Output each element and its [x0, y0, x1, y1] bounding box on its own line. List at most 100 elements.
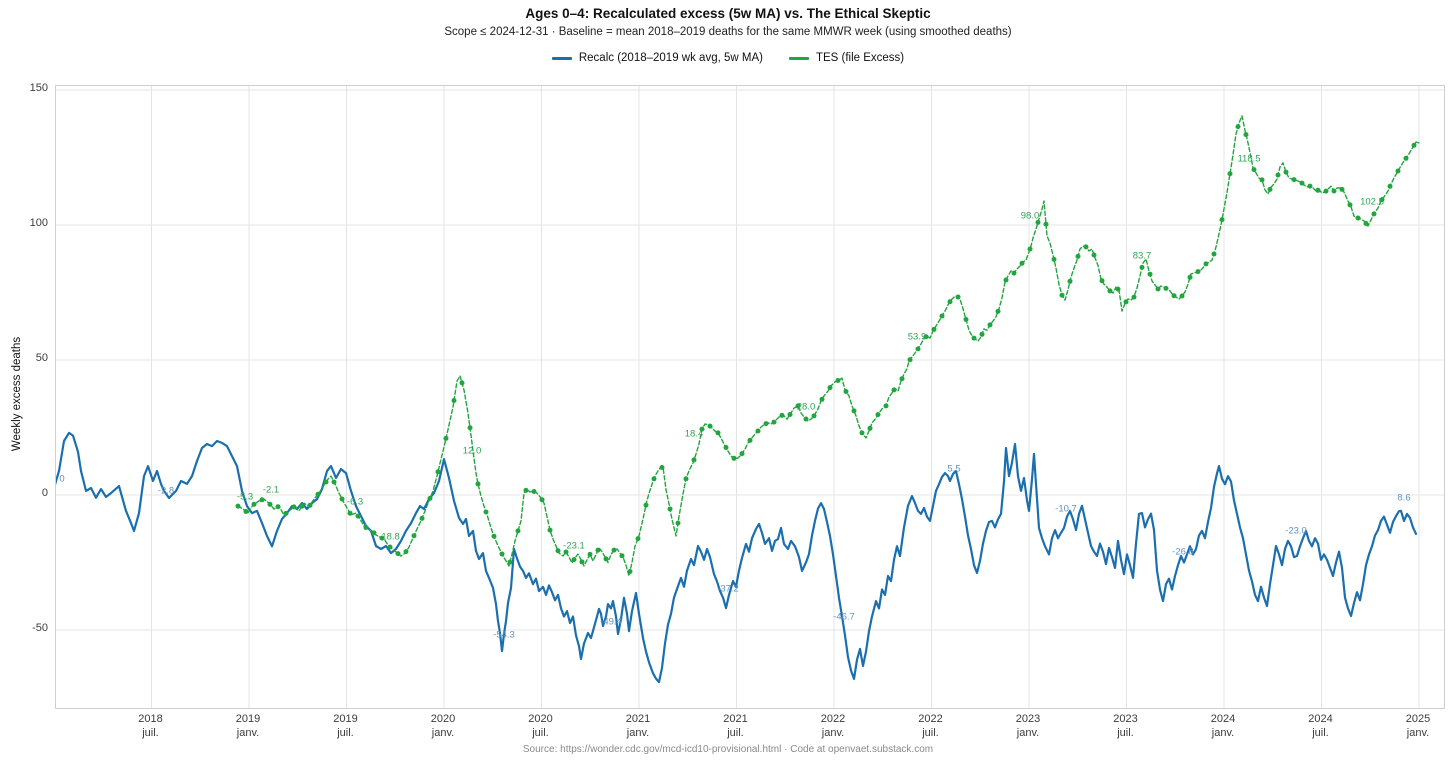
tes-marker: [603, 556, 609, 562]
x-tick-label: 2025 janv.: [1382, 712, 1454, 740]
tes-annotation: -18.8: [378, 532, 400, 543]
tes-marker: [1235, 124, 1241, 130]
x-tick-month: janv.: [1016, 727, 1040, 739]
tes-marker: [635, 536, 641, 542]
tes-marker: [475, 481, 481, 487]
x-tick-label: 2022 janv.: [797, 712, 869, 740]
tes-marker: [851, 408, 857, 414]
tes-marker: [1355, 215, 1361, 221]
x-tick-label: 2019 janv.: [212, 712, 284, 740]
x-tick-label: 2020 janv.: [407, 712, 479, 740]
tes-marker: [1163, 285, 1169, 291]
x-tick-month: janv.: [821, 727, 845, 739]
tes-marker: [531, 489, 537, 494]
x-tick-month: janv.: [1211, 727, 1235, 739]
tes-marker: [235, 503, 241, 509]
x-tick-label: 2020 juil.: [505, 712, 577, 740]
x-tick-month: juil.: [727, 727, 744, 739]
x-tick-year: 2021: [723, 713, 748, 725]
x-tick-month: juil.: [1312, 727, 1329, 739]
tes-marker: [1211, 251, 1217, 257]
y-tick-label: 0: [41, 487, 48, 499]
tes-marker: [675, 520, 681, 526]
tes-marker: [371, 530, 377, 536]
tes-marker: [1387, 183, 1393, 189]
legend-item-recalc: Recalc (2018–2019 wk avg, 5w MA): [551, 52, 763, 64]
recalc-annotation: -37.2: [717, 584, 739, 595]
x-tick-year: 2024: [1308, 713, 1333, 725]
tes-marker: [1275, 172, 1281, 178]
tes-marker: [827, 385, 833, 391]
tes-marker: [1379, 197, 1385, 203]
tes-marker: [1155, 286, 1161, 292]
tes-marker: [291, 504, 297, 510]
tes-marker: [867, 425, 873, 431]
tes-marker: [1051, 256, 1057, 262]
tes-marker: [915, 346, 921, 352]
tes-marker: [1003, 277, 1009, 283]
tes-marker: [1131, 294, 1137, 300]
tes-marker: [467, 425, 473, 431]
tes-marker: [1371, 211, 1377, 217]
tes-marker: [1171, 293, 1177, 299]
tes-marker: [1019, 260, 1025, 266]
tes-annotation: 102.5: [1360, 197, 1384, 208]
tes-marker: [667, 506, 673, 512]
plot-svg: 0 -2.8 -54.3 -49.4 -37.2 -46.7 5.5 -10.7 -26.8 -2…: [52, 86, 1444, 708]
tes-marker: [1291, 177, 1297, 183]
tes-marker: [1027, 246, 1033, 252]
tes-marker: [267, 501, 273, 507]
tes-annotation: 98.0: [1021, 211, 1040, 222]
legend-label-recalc: Recalc (2018–2019 wk avg, 5w MA): [578, 52, 763, 64]
x-tick-year: 2023: [1113, 713, 1138, 725]
tes-marker: [1011, 270, 1017, 276]
x-tick-month: juil.: [532, 727, 549, 739]
tes-marker: [1107, 288, 1113, 294]
recalc-annotation: -46.7: [833, 612, 855, 623]
tes-marker: [443, 435, 449, 441]
source-note: Source: https://wonder.cdc.gov/mcd-icd10…: [522, 744, 934, 755]
legend-swatch-tes: [788, 56, 809, 60]
tes-marker: [571, 557, 577, 563]
tes-marker: [619, 553, 625, 559]
tes-marker: [427, 495, 433, 501]
tes-marker: [507, 559, 513, 565]
tes-marker: [1243, 132, 1249, 138]
x-tick-label: 2018 juil.: [115, 712, 187, 740]
recalc-annotation: 5.5: [947, 464, 960, 475]
recalc-annotation: 0: [59, 474, 64, 485]
tes-annotation: -2.1: [263, 485, 279, 496]
tes-marker: [299, 503, 305, 509]
recalc-annotation: -54.3: [493, 630, 515, 641]
x-tick-label: 2019 juil.: [310, 712, 382, 740]
tes-marker: [1339, 186, 1345, 192]
tes-marker: [363, 525, 369, 530]
tes-marker: [315, 491, 321, 497]
x-tick-month: janv.: [626, 727, 650, 739]
tes-marker: [1195, 269, 1201, 275]
tes-marker: [491, 533, 497, 539]
recalc-line: [52, 431, 1418, 684]
tes-marker: [787, 412, 793, 417]
tes-marker: [811, 413, 817, 419]
tes-marker: [627, 569, 633, 574]
tes-marker: [739, 451, 745, 457]
x-tick-label: 2021 juil.: [700, 712, 772, 740]
tes-annotation: -5.3: [237, 492, 253, 503]
tes-marker: [931, 326, 937, 332]
tes-marker: [651, 476, 657, 482]
tes-marker: [955, 294, 961, 300]
x-tick-month: janv.: [1406, 727, 1430, 739]
tes-marker: [403, 549, 409, 555]
tes-marker: [1123, 299, 1129, 305]
tes-marker: [723, 445, 729, 450]
tes-marker: [1251, 167, 1257, 173]
tes-marker: [779, 412, 785, 418]
tes-marker: [339, 496, 345, 502]
y-tick-label: 100: [29, 217, 48, 229]
y-tick-label: -50: [32, 622, 48, 634]
x-tick-month: janv.: [431, 727, 455, 739]
tes-marker: [515, 528, 521, 534]
tes-marker: [331, 479, 337, 485]
tes-marker: [1267, 186, 1273, 192]
